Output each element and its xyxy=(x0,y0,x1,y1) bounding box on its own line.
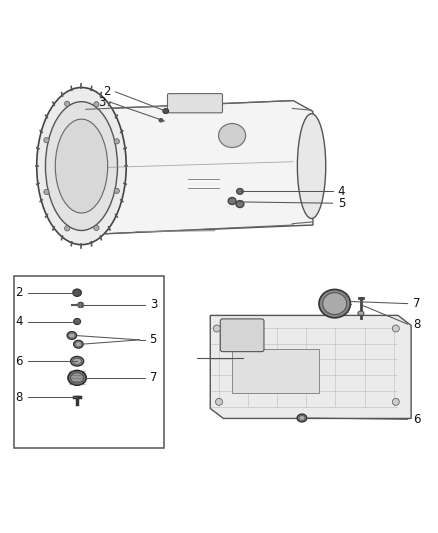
Ellipse shape xyxy=(44,189,49,195)
Ellipse shape xyxy=(213,325,220,332)
Ellipse shape xyxy=(159,118,163,122)
Ellipse shape xyxy=(64,101,70,107)
Ellipse shape xyxy=(219,124,246,148)
Ellipse shape xyxy=(163,109,169,114)
Text: 2: 2 xyxy=(15,286,22,299)
Ellipse shape xyxy=(392,398,399,405)
Text: 2: 2 xyxy=(103,85,110,99)
Text: 3: 3 xyxy=(98,96,106,109)
Ellipse shape xyxy=(94,225,99,231)
Ellipse shape xyxy=(68,370,86,385)
Text: 3: 3 xyxy=(150,298,157,311)
Ellipse shape xyxy=(228,198,236,205)
Ellipse shape xyxy=(44,138,49,143)
Ellipse shape xyxy=(74,318,81,325)
Ellipse shape xyxy=(358,311,364,316)
Ellipse shape xyxy=(323,293,347,314)
Ellipse shape xyxy=(73,358,81,364)
Text: 6: 6 xyxy=(15,355,22,368)
FancyBboxPatch shape xyxy=(167,94,223,113)
Text: 4: 4 xyxy=(15,315,22,328)
Ellipse shape xyxy=(78,302,84,308)
Ellipse shape xyxy=(114,139,120,144)
FancyBboxPatch shape xyxy=(220,319,264,352)
Ellipse shape xyxy=(46,102,117,230)
Ellipse shape xyxy=(75,342,81,346)
Ellipse shape xyxy=(73,289,81,296)
Ellipse shape xyxy=(71,373,84,383)
Ellipse shape xyxy=(69,333,75,338)
Text: 8: 8 xyxy=(15,391,22,404)
Text: 5: 5 xyxy=(338,197,345,209)
Ellipse shape xyxy=(37,87,126,245)
Ellipse shape xyxy=(236,200,244,207)
Ellipse shape xyxy=(297,114,326,219)
Text: 4: 4 xyxy=(338,185,345,198)
Ellipse shape xyxy=(55,119,108,213)
Polygon shape xyxy=(210,316,411,418)
Ellipse shape xyxy=(299,416,305,421)
Ellipse shape xyxy=(64,226,70,231)
Ellipse shape xyxy=(392,325,399,332)
Ellipse shape xyxy=(74,340,83,348)
Ellipse shape xyxy=(67,332,77,340)
Text: 5: 5 xyxy=(149,333,156,346)
Ellipse shape xyxy=(71,357,84,366)
Ellipse shape xyxy=(114,188,120,193)
Text: 7: 7 xyxy=(150,372,158,384)
Ellipse shape xyxy=(319,289,350,318)
Polygon shape xyxy=(86,101,313,234)
Text: 1: 1 xyxy=(246,352,254,365)
Bar xyxy=(14,276,164,448)
Ellipse shape xyxy=(215,398,223,405)
Ellipse shape xyxy=(94,102,99,107)
Text: 6: 6 xyxy=(413,413,420,426)
Ellipse shape xyxy=(297,414,307,422)
Ellipse shape xyxy=(237,189,243,194)
Bar xyxy=(232,350,319,393)
Text: 7: 7 xyxy=(413,297,420,310)
Text: 8: 8 xyxy=(413,318,420,330)
